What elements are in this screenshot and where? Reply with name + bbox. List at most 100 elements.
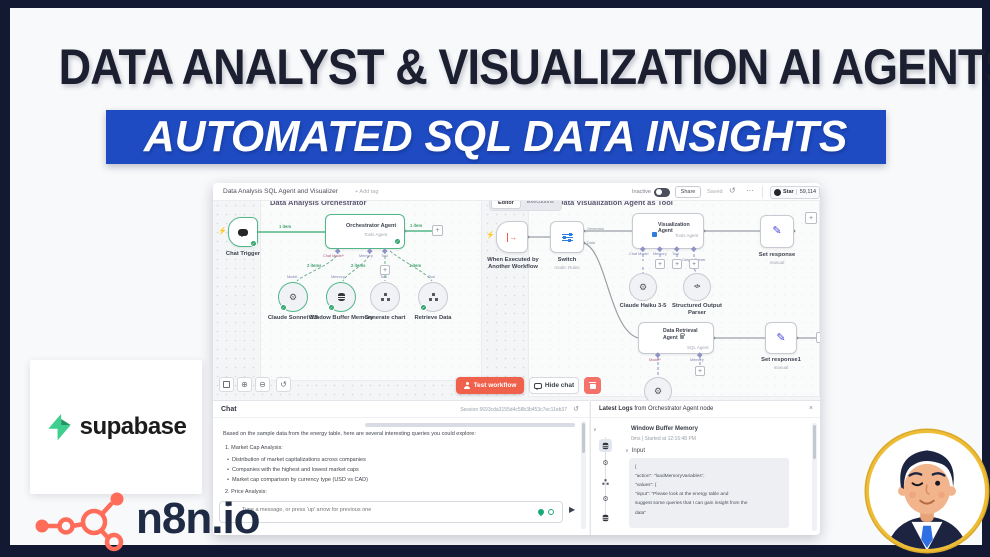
- switch-icon: [561, 233, 573, 242]
- message-history-stepper[interactable]: ▴ ▾: [227, 503, 230, 513]
- zoom-in-button[interactable]: ⊕: [237, 377, 252, 392]
- log-tree-item-model2[interactable]: ⚙: [599, 493, 612, 506]
- node-claude-sonnet[interactable]: ⚙ ✓: [278, 282, 308, 312]
- node-subtitle: Tools Agent: [364, 232, 388, 237]
- port-label: Tool: [428, 275, 435, 279]
- connection-count: 1 item: [410, 223, 423, 228]
- port-label: Chat Model*: [323, 254, 344, 258]
- supabase-icon: [47, 413, 71, 441]
- chat-bullet: Market cap comparison by currency type (…: [227, 477, 368, 485]
- pin-icon[interactable]: [536, 507, 546, 517]
- log-tree-item-memory2[interactable]: [599, 511, 612, 524]
- zoom-to-fit-button[interactable]: [219, 377, 234, 392]
- n8n-wordmark: n8n.io: [136, 494, 261, 543]
- port-label: Memory: [690, 358, 704, 362]
- node-data-retrieval-agent[interactable]: Data Retrieval Agent SQL Agent: [638, 322, 714, 354]
- workflow-canvas[interactable]: Data Analysis Orchestrator Data Visualiz…: [213, 201, 820, 400]
- node-orchestrator-agent[interactable]: Orchestrator Agent Tools Agent ✓: [325, 214, 405, 249]
- node-claude-haiku[interactable]: ⚙: [629, 273, 657, 301]
- chevron-down-icon[interactable]: ∨: [593, 427, 597, 433]
- horizontal-scrollbar[interactable]: [365, 423, 575, 427]
- port-label: Tool: [380, 275, 387, 279]
- tab-editor[interactable]: Editor: [491, 201, 521, 209]
- gear-icon: ⚙: [602, 460, 609, 467]
- logs-scrollbar[interactable]: [812, 423, 817, 531]
- workflow-title[interactable]: Data Analysis SQL Agent and Visualizer: [223, 188, 338, 195]
- log-tree-item-memory[interactable]: [599, 439, 612, 452]
- page-title: DATA ANALYST & VISUALIZATION AI AGENTS: [58, 39, 990, 95]
- logs-header: Latest Logs from Orchestrator Agent node…: [591, 401, 820, 418]
- supabase-logo-card: supabase: [30, 360, 202, 494]
- share-button[interactable]: Share: [675, 186, 701, 198]
- editor-topbar: Data Analysis SQL Agent and Visualizer +…: [213, 183, 820, 201]
- add-node-button[interactable]: +: [655, 259, 665, 269]
- node-visualization-agent[interactable]: Visualization Agent Tools Agent: [632, 213, 704, 249]
- zoom-out-button[interactable]: ⊖: [255, 377, 270, 392]
- node-subtitle: Tools Agent: [675, 233, 699, 238]
- node-label: Set response: [758, 252, 796, 258]
- github-icon: [774, 188, 781, 196]
- chat-message-input[interactable]: [240, 506, 490, 514]
- chat-message: Based on the sample data from the energy…: [223, 431, 476, 437]
- node-title: Visualization Agent: [658, 222, 690, 234]
- node-when-executed[interactable]: →: [496, 221, 528, 253]
- blue-badge-icon: [652, 232, 657, 237]
- chat-input-box: ▴ ▾: [219, 501, 563, 523]
- node-switch[interactable]: [550, 221, 584, 253]
- log-tree-item-model[interactable]: ⚙: [599, 457, 612, 470]
- history-icon[interactable]: ↺: [729, 186, 736, 195]
- add-node-button[interactable]: +: [380, 265, 390, 275]
- node-set-response[interactable]: ✎: [760, 215, 794, 248]
- pencil-icon: ✎: [776, 331, 786, 344]
- node-structured-output-parser[interactable]: </>: [683, 273, 711, 301]
- add-node-button[interactable]: +: [695, 366, 705, 376]
- n8n-icon: [35, 492, 124, 552]
- add-node-button[interactable]: +: [432, 225, 443, 236]
- node-generate-chart[interactable]: [370, 282, 400, 312]
- send-icon[interactable]: ▶: [569, 505, 576, 514]
- add-node-button[interactable]: +: [805, 212, 817, 224]
- add-node-button[interactable]: +: [672, 259, 682, 269]
- connection-count: 1 item: [409, 263, 422, 268]
- log-code-block: { "action": "loadMemoryVariables", "valu…: [629, 458, 789, 528]
- node-sublabel: manual: [769, 260, 785, 265]
- port-label: Model: [287, 275, 298, 279]
- test-workflow-button[interactable]: Test workflow: [456, 377, 524, 394]
- output-label: Generator: [587, 227, 605, 231]
- node-window-buffer-memory[interactable]: ✓: [326, 282, 356, 312]
- add-node-button[interactable]: +: [689, 259, 699, 269]
- node-set-response1[interactable]: ✎: [765, 322, 797, 354]
- node-model-circle[interactable]: ⚙: [644, 377, 672, 400]
- node-chat-trigger[interactable]: ✓: [228, 217, 258, 247]
- chat-bullet: Companies with the highest and lowest ma…: [227, 467, 359, 475]
- avatar: [866, 430, 988, 552]
- add-node-button[interactable]: +: [816, 332, 820, 343]
- lock-icon: [679, 332, 685, 339]
- delete-button[interactable]: [584, 377, 601, 394]
- saved-status: Saved: [707, 188, 723, 195]
- github-star-button[interactable]: Star 59,114: [770, 185, 820, 199]
- node-label: Structured Output Parser: [672, 303, 722, 317]
- node-retrieve-data[interactable]: ✓: [418, 282, 448, 312]
- undo-button[interactable]: ↺: [276, 377, 291, 392]
- refresh-icon[interactable]: [548, 509, 554, 515]
- log-tree-item-tool[interactable]: [599, 475, 612, 488]
- more-icon[interactable]: ⋯: [746, 186, 754, 195]
- fit-icon: [223, 381, 230, 388]
- hide-chat-button[interactable]: Hide chat: [529, 377, 579, 394]
- node-label: Chat Trigger: [225, 251, 261, 257]
- output-label: Data: [587, 241, 596, 245]
- avatar-illustration: [886, 450, 968, 549]
- port-label: Memory: [653, 252, 667, 256]
- chat-message: 2. Price Analysis:: [225, 489, 267, 495]
- add-tag-button[interactable]: + Add tag: [355, 188, 379, 195]
- exit-arrow-icon: →: [506, 232, 517, 242]
- chat-scrollbar[interactable]: [581, 421, 586, 529]
- tree-line: [605, 437, 606, 517]
- active-toggle[interactable]: [654, 187, 670, 197]
- log-input-section[interactable]: ∨ Input: [625, 448, 646, 454]
- tab-executions[interactable]: Executions: [526, 201, 554, 205]
- database-icon: [337, 293, 345, 301]
- close-icon[interactable]: ×: [808, 405, 813, 412]
- reset-session-icon[interactable]: ↺: [573, 406, 579, 413]
